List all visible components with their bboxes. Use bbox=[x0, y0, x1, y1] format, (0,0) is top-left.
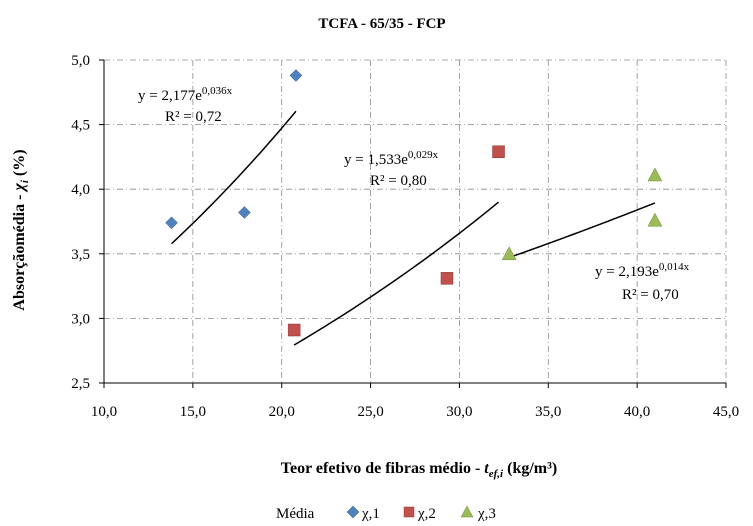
data-point-series-3 bbox=[501, 246, 517, 261]
x-tick-label: 25,0 bbox=[357, 404, 383, 420]
data-point-series-2 bbox=[492, 145, 505, 158]
equation-series-1: y = 2,177e bbox=[138, 88, 202, 104]
svg-text:y = 2,193e0,014x: y = 2,193e0,014x bbox=[595, 261, 690, 280]
x-tick-label: 30,0 bbox=[446, 404, 472, 420]
legend-title: Média bbox=[276, 506, 315, 522]
data-point-series-2 bbox=[440, 272, 454, 285]
x-tick-label: 10,0 bbox=[91, 404, 117, 420]
annotation-series-1: y = 2,177e0,036x R² = 0,72 bbox=[138, 85, 233, 125]
data-point-series-2 bbox=[287, 323, 301, 337]
trendline-series-3 bbox=[508, 202, 656, 259]
y-tick-label: 2,5 bbox=[71, 376, 90, 392]
svg-text:y = 1,533e0,029x: y = 1,533e0,029x bbox=[344, 149, 439, 168]
x-tick-label: 20,0 bbox=[269, 404, 295, 420]
y-tick-label: 5,0 bbox=[71, 53, 90, 69]
y-tick-label: 3,5 bbox=[71, 247, 90, 263]
data-point-series-1 bbox=[289, 69, 303, 82]
y-tick-label: 3,0 bbox=[71, 311, 90, 327]
x-tick-label: 35,0 bbox=[535, 404, 561, 420]
trendline-series-2 bbox=[293, 201, 500, 346]
data-point-series-3 bbox=[647, 212, 663, 227]
svg-text:y = 2,177e0,036x: y = 2,177e0,036x bbox=[138, 85, 233, 104]
x-axis-label: Teor efetivo de fibras médio - tef,i (kg… bbox=[281, 460, 557, 480]
data-point-series-1 bbox=[165, 216, 178, 230]
annotation-series-3: y = 2,193e0,014x R² = 0,70 bbox=[595, 261, 690, 303]
legend-label-series-3: χ,3 bbox=[477, 506, 496, 522]
r2-series-2: R² = 0,80 bbox=[370, 173, 427, 189]
equation-exponent-series-1: 0,036x bbox=[202, 85, 233, 97]
equation-exponent-series-3: 0,014x bbox=[659, 261, 690, 273]
r2-series-1: R² = 0,72 bbox=[165, 109, 222, 125]
legend-label-series-1: χ,1 bbox=[361, 506, 380, 522]
y-tick-label: 4,5 bbox=[71, 118, 90, 134]
x-tick-label: 45,0 bbox=[713, 404, 739, 420]
equation-series-2: y = 1,533e bbox=[344, 152, 408, 168]
trendlines bbox=[171, 110, 656, 346]
r2-series-3: R² = 0,70 bbox=[622, 287, 679, 303]
x-tick-label: 40,0 bbox=[624, 404, 650, 420]
legend-label-series-2: χ,2 bbox=[417, 506, 436, 522]
legend: Média χ,1 χ,2 χ,3 bbox=[276, 505, 496, 522]
legend-marker-series-1 bbox=[346, 505, 360, 519]
data-points bbox=[165, 69, 663, 337]
y-tick-label: 4,0 bbox=[71, 182, 90, 198]
x-tick-label: 15,0 bbox=[180, 404, 206, 420]
legend-marker-series-3 bbox=[460, 505, 474, 518]
data-point-series-1 bbox=[238, 206, 251, 219]
data-point-series-3 bbox=[647, 167, 663, 182]
trendline-series-1 bbox=[171, 110, 297, 245]
legend-marker-series-2 bbox=[403, 506, 415, 518]
x-tick-labels: 10,0 15,0 20,0 25,0 30,0 35,0 40,0 45,0 bbox=[91, 404, 739, 420]
annotation-series-2: y = 1,533e0,029x R² = 0,80 bbox=[344, 149, 439, 189]
equation-exponent-series-2: 0,029x bbox=[408, 149, 439, 161]
y-axis-label: Absorçãomédia - χi (%) bbox=[11, 149, 31, 310]
grid-lines bbox=[104, 59, 727, 383]
chart-title: TCFA - 65/35 - FCP bbox=[318, 16, 445, 32]
y-tick-labels: 2,5 3,0 3,5 4,0 4,5 5,0 bbox=[71, 53, 90, 392]
equation-series-3: y = 2,193e bbox=[595, 264, 659, 280]
axes bbox=[99, 59, 727, 388]
